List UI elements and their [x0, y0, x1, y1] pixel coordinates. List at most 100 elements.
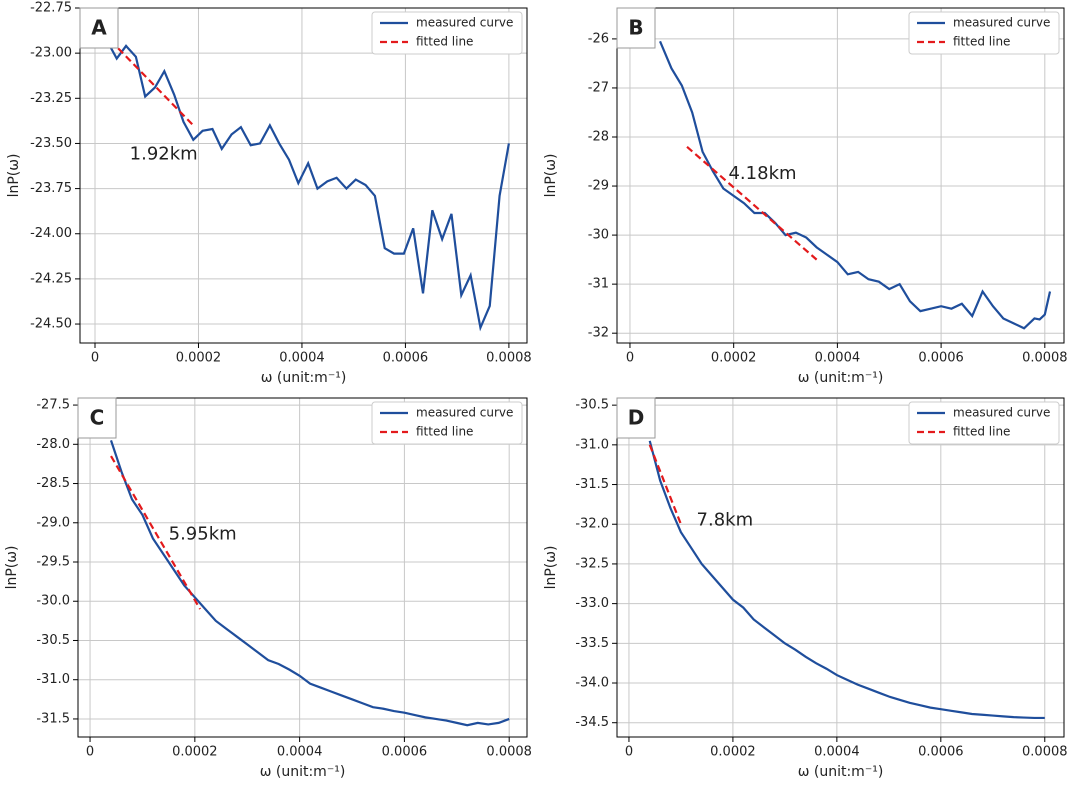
- measured-curve: [659, 40, 1052, 330]
- subplot: 0 0.0002 0.0004 0.0006 0.0008 -30.5 -31.0 -31.5…: [543, 397, 1068, 780]
- x-tick-label: 0.0002: [172, 745, 218, 760]
- y-tick-label: -27.5: [36, 398, 70, 413]
- x-axis-label: ω (unit:m⁻¹): [261, 370, 347, 386]
- panel-label: D: [628, 406, 645, 430]
- legend-box: [908, 401, 1060, 445]
- x-tick-label: 0.0006: [383, 351, 429, 366]
- legend-box: [371, 401, 523, 445]
- y-tick-label: -34.5: [575, 715, 609, 730]
- y-tick-label: -24.50: [30, 317, 72, 332]
- axes-frame: [616, 397, 1065, 738]
- y-tick-label: -29: [588, 179, 609, 194]
- y-tick-label: -28: [588, 129, 609, 144]
- annotation: 4.18km: [728, 163, 796, 184]
- y-tick-label: -24.00: [30, 226, 72, 241]
- legend-label: measured curve: [953, 16, 1050, 30]
- fitted-line: [110, 455, 202, 610]
- y-tick-label: -23.00: [30, 46, 72, 61]
- y-tick-label: -31.5: [575, 477, 609, 492]
- legend-box: [371, 11, 523, 55]
- y-tick-label: -28.0: [36, 437, 70, 452]
- x-tick-label: 0: [86, 745, 94, 760]
- y-tick-label: -29.5: [36, 555, 70, 570]
- x-tick-label: 0: [625, 745, 633, 760]
- legend-label: fitted line: [416, 35, 473, 49]
- y-tick-label: -30.5: [575, 398, 609, 413]
- y-tick-label: -30.5: [36, 633, 70, 648]
- x-tick-label: 0.0008: [1022, 745, 1068, 760]
- y-tick-label: -31.0: [575, 437, 609, 452]
- y-tick-label: -30: [588, 228, 609, 243]
- legend-label: fitted line: [953, 35, 1010, 49]
- subplot: 0 0.0002 0.0004 0.0006 0.0008 -22.75 -23.00 -23…: [6, 1, 532, 387]
- y-tick-label: -31: [588, 277, 609, 292]
- measured-curve: [648, 440, 1045, 720]
- panel-label-box: [77, 397, 117, 439]
- x-tick-label: 0.0002: [176, 351, 222, 366]
- y-tick-label: -33.0: [575, 596, 609, 611]
- x-axis-label: ω (unit:m⁻¹): [260, 764, 346, 780]
- y-tick-label: -27: [588, 80, 609, 95]
- x-tick-label: 0.0008: [486, 745, 532, 760]
- y-tick-label: -32: [588, 326, 609, 341]
- x-tick-label: 0.0004: [277, 745, 323, 760]
- annotation: 7.8km: [697, 509, 754, 530]
- x-axis-label: ω (unit:m⁻¹): [798, 764, 884, 780]
- y-tick-label: -32.0: [575, 517, 609, 532]
- y-tick-label: -29.0: [36, 515, 70, 530]
- x-tick-label: 0.0002: [711, 351, 757, 366]
- panel-label: A: [91, 16, 107, 40]
- legend-box: [908, 11, 1060, 55]
- x-tick-label: 0.0006: [918, 745, 964, 760]
- x-tick-label: 0.0006: [918, 351, 964, 366]
- y-tick-label: -28.5: [36, 476, 70, 491]
- y-tick-label: -33.5: [575, 636, 609, 651]
- y-axis-label: lnP(ω): [6, 154, 22, 198]
- x-tick-label: 0.0004: [279, 351, 325, 366]
- y-tick-label: -24.25: [30, 271, 72, 286]
- y-tick-label: -31.5: [36, 711, 70, 726]
- y-tick-label: -34.0: [575, 676, 609, 691]
- panel-label-box: [616, 397, 656, 439]
- y-axis-label: lnP(ω): [543, 154, 559, 198]
- panel-label-box: [79, 7, 119, 49]
- y-tick-label: -32.5: [575, 556, 609, 571]
- fitted-line: [686, 145, 818, 261]
- legend-label: measured curve: [953, 406, 1050, 420]
- x-tick-label: 0: [626, 351, 634, 366]
- panel-label-box: [616, 7, 656, 49]
- y-tick-label: -31.0: [36, 672, 70, 687]
- legend-label: measured curve: [416, 406, 513, 420]
- y-tick-label: -23.25: [30, 91, 72, 106]
- y-axis-label: lnP(ω): [543, 546, 559, 590]
- annotation: 1.92km: [130, 143, 198, 164]
- annotation: 5.95km: [169, 524, 237, 545]
- x-tick-label: 0: [91, 351, 99, 366]
- axes-frame: [79, 7, 528, 344]
- y-tick-label: -30.0: [36, 594, 70, 609]
- axes-frame: [77, 397, 528, 738]
- y-tick-label: -23.50: [30, 136, 72, 151]
- x-tick-label: 0.0008: [1022, 351, 1068, 366]
- measured-curve: [105, 39, 510, 332]
- axes-frame: [616, 7, 1065, 344]
- x-tick-label: 0.0008: [486, 351, 532, 366]
- subplot: 0 0.0002 0.0004 0.0006 0.0008 -27.5 -28.0 -28.5…: [4, 397, 532, 780]
- legend-label: measured curve: [416, 16, 513, 30]
- subplot: 0 0.0002 0.0004 0.0006 0.0008 -26 -27 -28 -29 -30…: [543, 7, 1068, 386]
- y-tick-label: -26: [588, 31, 609, 46]
- panel-label: B: [628, 16, 643, 40]
- fitted-line: [109, 39, 195, 127]
- x-tick-label: 0.0002: [710, 745, 756, 760]
- legend-label: fitted line: [953, 425, 1010, 439]
- panel-label: C: [90, 406, 105, 430]
- x-tick-label: 0.0004: [815, 351, 861, 366]
- x-axis-label: ω (unit:m⁻¹): [798, 370, 884, 386]
- y-tick-label: -23.75: [30, 181, 72, 196]
- legend-label: fitted line: [416, 425, 473, 439]
- y-axis-label: lnP(ω): [4, 546, 20, 590]
- x-tick-label: 0.0006: [382, 745, 428, 760]
- measured-curve: [109, 440, 510, 727]
- fitted-line: [648, 444, 682, 525]
